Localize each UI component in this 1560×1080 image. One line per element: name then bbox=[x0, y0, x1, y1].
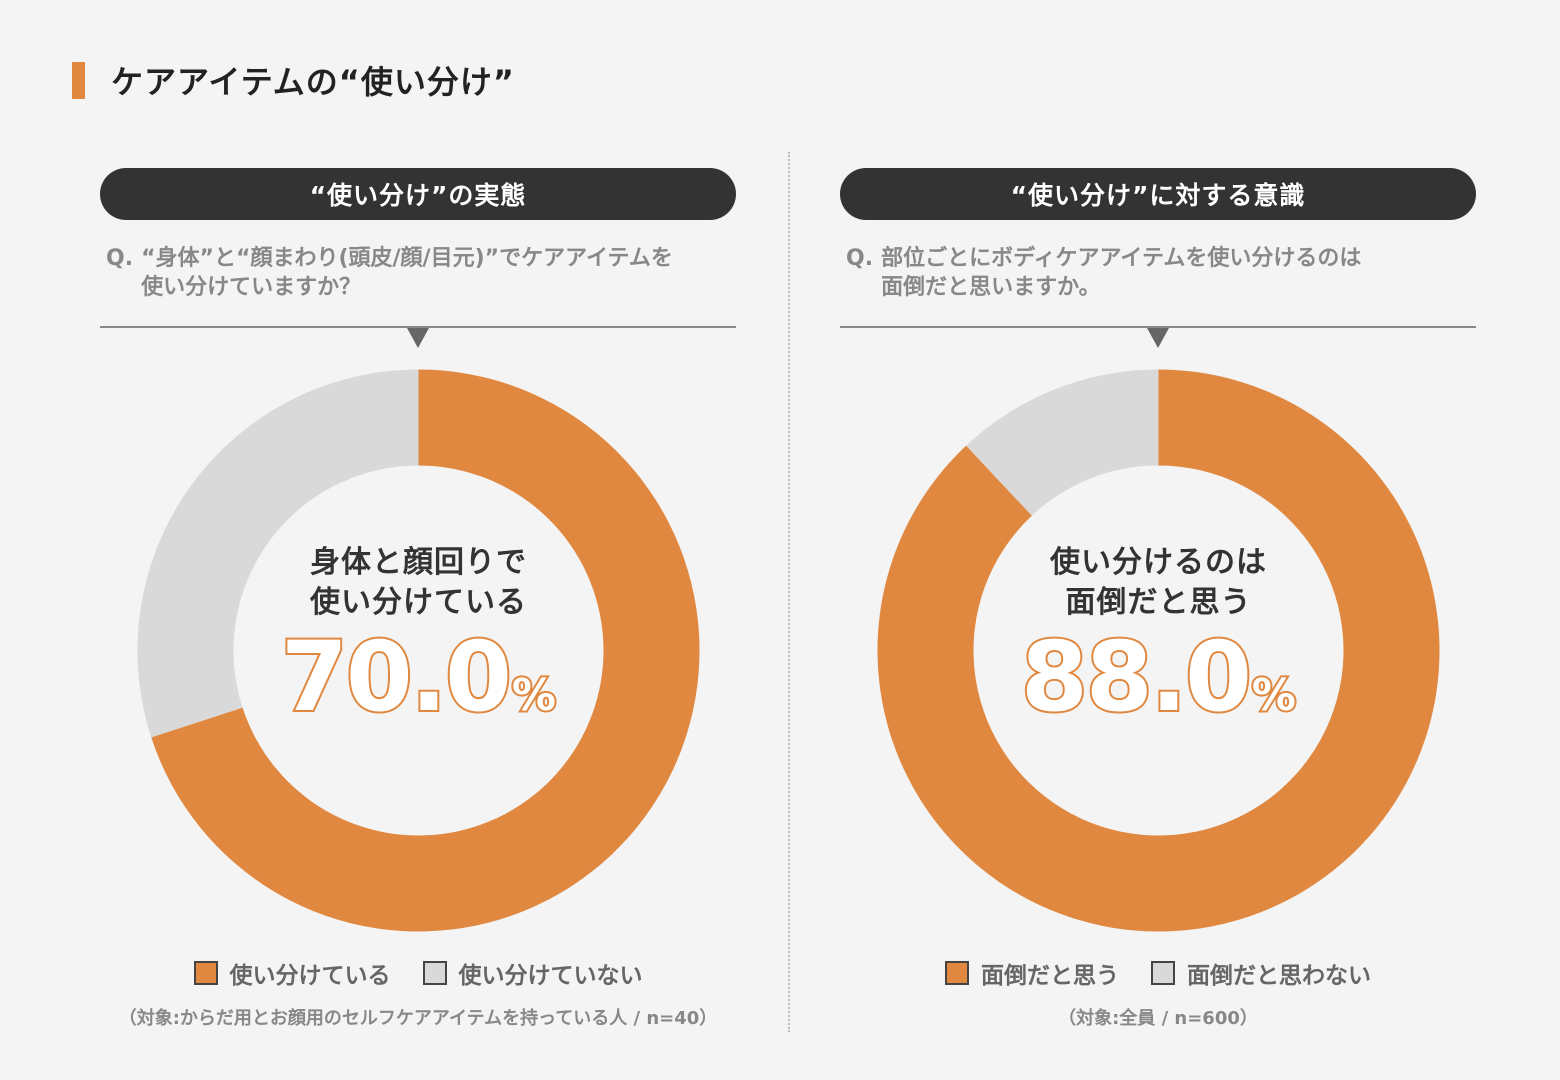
center-label-line-2: 使い分けている bbox=[310, 584, 527, 620]
question-mark: Q. bbox=[846, 246, 874, 271]
panel-heading: “使い分け”の実態 bbox=[100, 168, 736, 220]
legend-item-rest: 面倒だと思わない bbox=[1151, 956, 1371, 990]
center-label-line-2: 面倒だと思う bbox=[1065, 584, 1252, 620]
page-title: ケアアイテムの“使い分け” bbox=[111, 63, 515, 101]
legend-swatch-main bbox=[193, 961, 218, 985]
donut-chart bbox=[137, 369, 700, 932]
page-header: ケアアイテムの“使い分け” bbox=[72, 60, 515, 101]
donut-slice-main bbox=[151, 369, 700, 932]
sample-note: （対象:全員 / n=600） bbox=[1058, 1008, 1258, 1029]
legend: 使い分けている 使い分けていない bbox=[100, 956, 736, 990]
legend-item-rest: 使い分けていない bbox=[422, 956, 643, 990]
panel-usage-attitude: “使い分け”に対する意識 Q. 部位ごとにボディケアアイテムを使い分けるのは 面… bbox=[840, 168, 1476, 1048]
question-line-1: 部位ごとにボディケアアイテムを使い分けるのは bbox=[881, 246, 1362, 271]
question-line-1: “身体”と“顔まわり(頭皮/顔/目元)”でケアアイテムを bbox=[141, 246, 673, 271]
question-text: Q. 部位ごとにボディケアアイテムを使い分けるのは 面倒だと思いますか。 bbox=[846, 244, 1466, 302]
donut-chart bbox=[877, 369, 1440, 932]
legend-swatch-rest bbox=[1151, 961, 1175, 985]
panel-usage-actual: “使い分け”の実態 Q. “身体”と“顔まわり(頭皮/顔/目元)”でケアアイテム… bbox=[100, 168, 736, 1048]
percent-unit: % bbox=[510, 669, 558, 721]
percent-number: 70.0 bbox=[279, 620, 514, 733]
question-line-2: 面倒だと思いますか。 bbox=[881, 275, 1101, 300]
title-accent-bar bbox=[72, 61, 85, 99]
donut-center: 使い分けるのは 面倒だと思う 88.0% bbox=[876, 368, 1441, 933]
donut-slice-rest bbox=[966, 369, 1159, 516]
legend-item-main: 使い分けている bbox=[193, 956, 391, 990]
question-line-2: 使い分けていますか？ bbox=[141, 275, 362, 300]
legend-swatch-rest bbox=[422, 961, 447, 985]
center-label-line-1: 使い分けるのは bbox=[1050, 544, 1267, 580]
legend-label-main: 使い分けている bbox=[229, 963, 391, 989]
center-label-line-1: 身体と顔回りで bbox=[310, 544, 527, 580]
legend: 面倒だと思う 面倒だと思わない bbox=[840, 956, 1476, 990]
question-rule bbox=[840, 326, 1476, 328]
legend-label-rest: 使い分けていない bbox=[458, 963, 643, 989]
donut-center: 身体と顔回りで 使い分けている 70.0% bbox=[136, 368, 701, 933]
percent-unit: % bbox=[1250, 669, 1298, 721]
percent-value: 88.0% bbox=[1019, 627, 1298, 727]
donut-slice-rest bbox=[137, 369, 419, 738]
legend-swatch-main bbox=[945, 961, 969, 985]
sample-note: （対象:からだ用とお顔用のセルフケアアイテムを持っている人 / n=40） bbox=[118, 1008, 718, 1029]
legend-label-main: 面倒だと思う bbox=[981, 963, 1119, 989]
percent-value: 70.0% bbox=[279, 627, 558, 727]
percent-number: 88.0 bbox=[1019, 620, 1254, 733]
question-mark: Q. bbox=[106, 246, 134, 271]
panel-heading: “使い分け”に対する意識 bbox=[840, 168, 1476, 220]
question-text: Q. “身体”と“顔まわり(頭皮/顔/目元)”でケアアイテムを 使い分けています… bbox=[106, 244, 726, 302]
panel-divider bbox=[788, 152, 790, 1032]
legend-label-rest: 面倒だと思わない bbox=[1187, 963, 1371, 989]
donut-slice-main bbox=[877, 369, 1440, 932]
pointer-triangle-icon bbox=[1147, 328, 1169, 348]
pointer-triangle-icon bbox=[407, 328, 429, 348]
question-rule bbox=[100, 326, 736, 328]
legend-item-main: 面倒だと思う bbox=[945, 956, 1119, 990]
